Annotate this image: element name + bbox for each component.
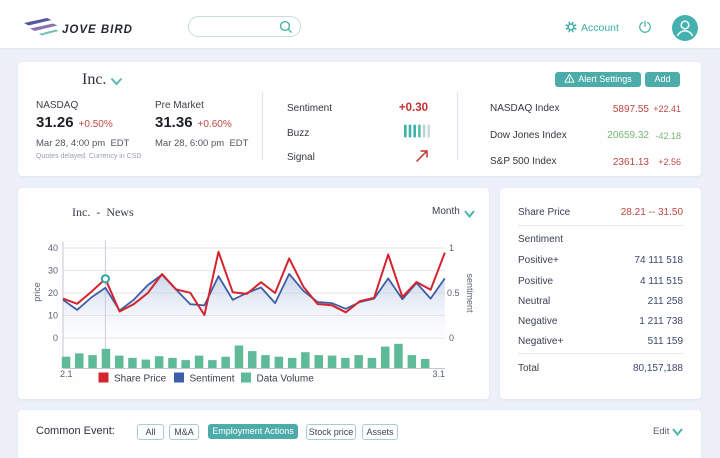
svg-text:0: 0 (53, 333, 58, 343)
svg-text:3.1: 3.1 (432, 369, 445, 379)
svg-text:10: 10 (48, 311, 58, 321)
svg-text:price: price (32, 282, 42, 302)
svg-text:Sentiment: Sentiment (190, 374, 235, 385)
svg-text:40: 40 (48, 243, 58, 253)
svg-text:2.1: 2.1 (60, 369, 73, 379)
svg-text:20: 20 (48, 288, 58, 298)
svg-text:Share Price: Share Price (114, 374, 167, 385)
svg-text:30: 30 (48, 266, 58, 276)
svg-text:1: 1 (449, 243, 454, 253)
svg-text:0.5: 0.5 (447, 288, 460, 298)
svg-text:sentiment: sentiment (465, 273, 475, 313)
svg-text:Data Volume: Data Volume (257, 374, 315, 385)
svg-text:0: 0 (449, 333, 454, 343)
